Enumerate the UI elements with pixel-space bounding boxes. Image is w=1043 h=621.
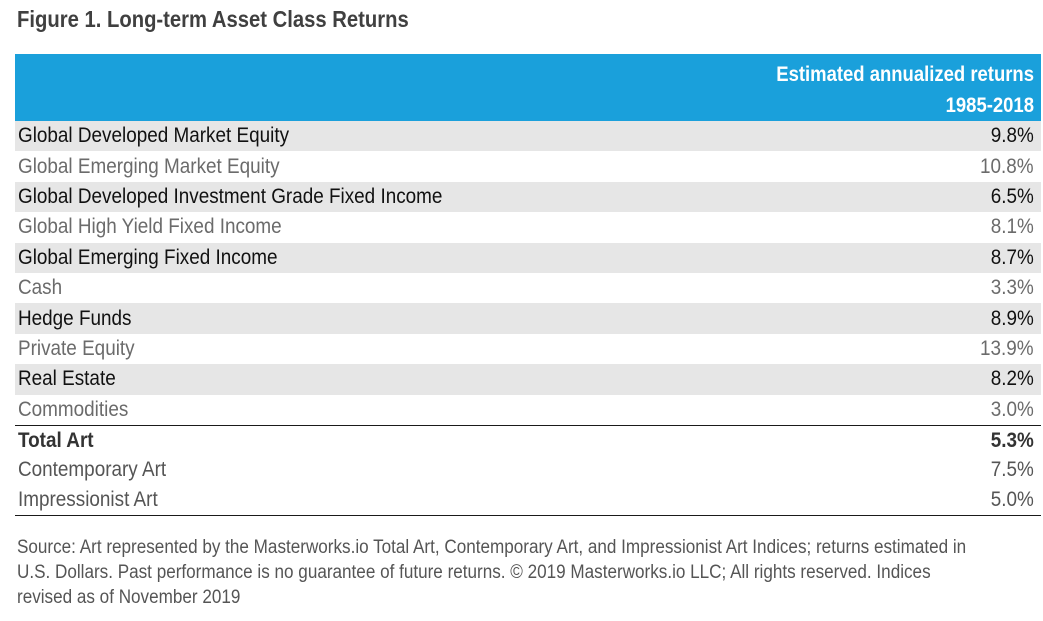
return-value: 6.5% [990, 184, 1034, 208]
table-row: Real Estate 8.2% [15, 364, 1041, 395]
return-value: 5.0% [990, 488, 1034, 512]
asset-class-name: Hedge Funds [18, 306, 132, 330]
return-value: 5.3% [990, 428, 1034, 452]
asset-class-name: Cash [18, 276, 63, 300]
asset-class-name: Real Estate [18, 367, 116, 391]
asset-class-name: Impressionist Art [18, 488, 158, 512]
table-row: Global Developed Investment Grade Fixed … [15, 181, 1041, 213]
table-row: Global Developed Market Equity 9.8% [15, 121, 1041, 152]
table-row-total-art: Total Art 5.3% [15, 424, 1041, 455]
return-value: 13.9% [980, 336, 1034, 360]
asset-class-name: Global Emerging Fixed Income [18, 245, 278, 269]
return-value: 3.3% [990, 276, 1034, 300]
header-label-returns: Estimated annualized returns [776, 63, 1034, 86]
asset-class-name: Global Developed Market Equity [18, 124, 290, 148]
source-note: Source: Art represented by the Masterwor… [17, 537, 967, 608]
table-row: Impressionist Art 5.0% [15, 486, 1041, 517]
asset-class-name: Total Art [18, 428, 94, 452]
asset-class-name: Private Equity [18, 336, 135, 360]
return-value: 8.1% [990, 215, 1034, 239]
table-header: Estimated annualized returns 1985-2018 [15, 54, 1041, 121]
asset-class-name: Contemporary Art [18, 458, 167, 482]
table-row: Cash 3.3% [15, 272, 1041, 304]
table-row: Global Emerging Market Equity 10.8% [15, 151, 1041, 182]
returns-table: Estimated annualized returns 1985-2018 G… [15, 54, 1041, 517]
table-row: Contemporary Art 7.5% [15, 455, 1041, 485]
return-value: 8.9% [990, 306, 1034, 330]
return-value: 8.7% [990, 245, 1034, 269]
header-label-period: 1985-2018 [945, 94, 1034, 117]
asset-class-name: Commodities [18, 397, 129, 421]
return-value: 3.0% [990, 397, 1034, 421]
table-row: Commodities 3.0% [15, 394, 1041, 425]
return-value: 9.8% [990, 124, 1034, 148]
table-row: Global High Yield Fixed Income 8.1% [15, 212, 1041, 243]
figure-title: Figure 1. Long-term Asset Class Returns [17, 6, 409, 32]
return-value: 7.5% [990, 458, 1034, 482]
asset-class-name: Global Emerging Market Equity [18, 154, 280, 178]
asset-class-name: Global Developed Investment Grade Fixed … [18, 184, 443, 208]
table-row: Global Emerging Fixed Income 8.7% [15, 242, 1041, 273]
table-row: Private Equity 13.9% [15, 333, 1041, 365]
asset-class-name: Global High Yield Fixed Income [18, 215, 282, 239]
table-row: Hedge Funds 8.9% [15, 303, 1041, 334]
return-value: 10.8% [980, 154, 1034, 178]
return-value: 8.2% [990, 367, 1034, 391]
